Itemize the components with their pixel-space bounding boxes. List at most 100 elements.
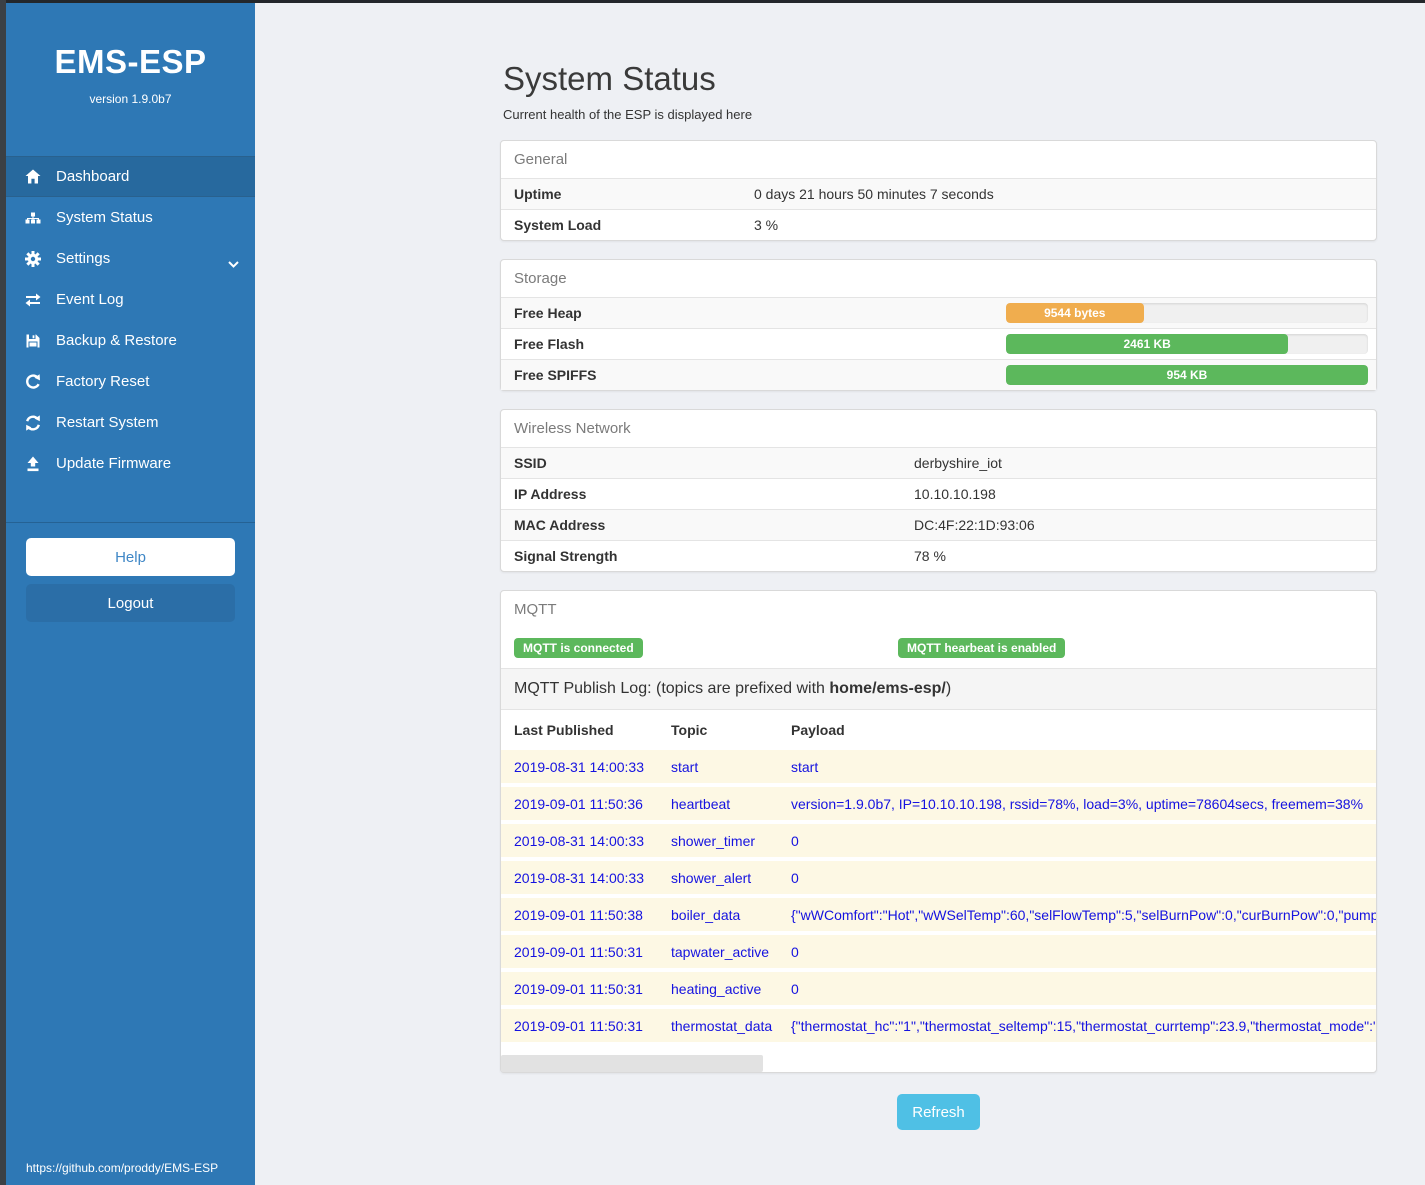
- row-value: 3 %: [754, 217, 779, 233]
- table-row: 2019-08-31 14:00:33 shower_timer 0: [501, 824, 1376, 857]
- panel-general: General Uptime 0 days 21 hours 50 minute…: [500, 140, 1377, 241]
- sidebar-item-label: System Status: [56, 209, 153, 226]
- row-free-flash: Free Flash 2461 KB: [501, 328, 1376, 359]
- help-button[interactable]: Help: [26, 538, 235, 576]
- cell-payload: 0: [791, 869, 799, 886]
- table-row: 2019-09-01 11:50:31 heating_active 0: [501, 972, 1376, 1005]
- row-free-spiffs: Free SPIFFS 954 KB: [501, 359, 1376, 390]
- cell-topic: shower_alert: [671, 869, 752, 886]
- row-ip-address: IP Address 10.10.10.198: [501, 478, 1376, 509]
- row-label: Free Heap: [514, 305, 582, 321]
- row-value: 0 days 21 hours 50 minutes 7 seconds: [754, 186, 994, 202]
- row-value: DC:4F:22:1D:93:06: [914, 517, 1035, 533]
- publish-log-suffix: ): [945, 680, 952, 697]
- row-ssid: SSID derbyshire_iot: [501, 447, 1376, 478]
- sidebar-item-label: Restart System: [56, 414, 159, 431]
- progress-track: 9544 bytes: [1006, 303, 1368, 323]
- main-area: System Status Current health of the ESP …: [255, 3, 1425, 1185]
- publish-log-topic-prefix: home/ems-esp/: [829, 680, 946, 697]
- cell-payload: 0: [791, 980, 799, 997]
- cell-topic: heating_active: [671, 980, 762, 997]
- row-signal-strength: Signal Strength 78 %: [501, 540, 1376, 571]
- mqtt-badges-row: MQTT is connected MQTT hearbeat is enabl…: [501, 628, 1376, 668]
- progress-bar: 954 KB: [1006, 365, 1368, 385]
- row-value: derbyshire_iot: [914, 455, 1002, 471]
- exchange-icon: [23, 291, 43, 309]
- cell-payload: 0: [791, 943, 799, 960]
- panel-mqtt-title: MQTT: [514, 601, 557, 618]
- sidebar-item-update-firmware[interactable]: Update Firmware: [6, 443, 255, 484]
- panel-mqtt: MQTT MQTT is connected MQTT hearbeat is …: [500, 590, 1377, 1073]
- col-payload: Payload: [791, 722, 845, 738]
- window-left-edge: [0, 0, 6, 1185]
- row-free-heap: Free Heap 9544 bytes: [501, 297, 1376, 328]
- row-label: MAC Address: [514, 517, 606, 533]
- row-value: 10.10.10.198: [914, 486, 996, 502]
- upload-icon: [23, 455, 43, 473]
- sidebar-item-factory-reset[interactable]: Factory Reset: [6, 361, 255, 402]
- sidebar-item-label: Backup & Restore: [56, 332, 177, 349]
- row-label: Signal Strength: [514, 548, 618, 564]
- cell-topic: heartbeat: [671, 795, 731, 812]
- home-icon: [23, 168, 43, 186]
- col-topic: Topic: [671, 722, 708, 738]
- cell-payload: version=1.9.0b7, IP=10.10.10.198, rssid=…: [791, 795, 1364, 812]
- save-icon: [23, 332, 43, 350]
- sync-icon: [23, 414, 43, 432]
- cell-payload: start: [791, 758, 819, 775]
- sidebar-item-label: Settings: [56, 250, 111, 267]
- table-row: 2019-08-31 14:00:33 shower_alert 0: [501, 861, 1376, 894]
- sidebar-nav: Dashboard System Status: [6, 156, 255, 484]
- row-label: IP Address: [514, 486, 587, 502]
- cell-time: 2019-09-01 11:50:31: [514, 980, 643, 997]
- cell-time: 2019-09-01 11:50:31: [514, 943, 643, 960]
- row-label: SSID: [514, 455, 547, 471]
- github-link[interactable]: https://github.com/proddy/EMS-ESP: [26, 1161, 219, 1175]
- sitemap-icon: [23, 209, 43, 227]
- cell-payload: {"wWComfort":"Hot","wWSelTemp":60,"selFl…: [791, 906, 1376, 923]
- sidebar-item-backup-restore[interactable]: Backup & Restore: [6, 320, 255, 361]
- row-mac-address: MAC Address DC:4F:22:1D:93:06: [501, 509, 1376, 540]
- cell-topic: boiler_data: [671, 906, 741, 923]
- sidebar-item-dashboard[interactable]: Dashboard: [6, 156, 255, 197]
- sidebar-item-settings[interactable]: Settings: [6, 238, 255, 279]
- publish-log-text: MQTT Publish Log: (topics are prefixed w…: [514, 680, 830, 697]
- sidebar-item-system-status[interactable]: System Status: [6, 197, 255, 238]
- sidebar-item-label: Dashboard: [56, 168, 130, 185]
- sidebar: EMS-ESP version 1.9.0b7 Dashboard System…: [6, 3, 255, 1185]
- row-label: Free Flash: [514, 336, 585, 352]
- logout-button[interactable]: Logout: [26, 584, 235, 622]
- sidebar-item-label: Event Log: [56, 291, 124, 308]
- progress-track: 954 KB: [1006, 365, 1368, 385]
- cell-payload: 0: [791, 832, 799, 849]
- panel-wireless-title: Wireless Network: [514, 420, 631, 437]
- mqtt-connected-badge: MQTT is connected: [514, 638, 643, 658]
- table-row: 2019-09-01 11:50:36 heartbeat version=1.…: [501, 787, 1376, 820]
- scrollbar-thumb[interactable]: [501, 1055, 763, 1072]
- progress-track: 2461 KB: [1006, 334, 1368, 354]
- sidebar-item-event-log[interactable]: Event Log: [6, 279, 255, 320]
- cell-time: 2019-09-01 11:50:36: [514, 795, 643, 812]
- mqtt-heartbeat-badge: MQTT hearbeat is enabled: [898, 638, 1066, 658]
- app-title: EMS-ESP: [54, 43, 207, 80]
- page-subtitle: Current health of the ESP is displayed h…: [503, 107, 753, 122]
- row-label: Uptime: [514, 186, 562, 202]
- cell-time: 2019-08-31 14:00:33: [514, 758, 644, 775]
- mqtt-publish-log-header: MQTT Publish Log: (topics are prefixed w…: [501, 668, 1376, 710]
- mqtt-table-header: Last Published Topic Payload: [501, 710, 1376, 750]
- sidebar-item-restart-system[interactable]: Restart System: [6, 402, 255, 443]
- cell-time: 2019-08-31 14:00:33: [514, 832, 644, 849]
- sidebar-item-label: Update Firmware: [56, 455, 172, 472]
- cell-topic: shower_timer: [671, 832, 756, 849]
- progress-bar: 2461 KB: [1006, 334, 1289, 354]
- page-title: System Status: [503, 60, 716, 97]
- table-row: 2019-08-31 14:00:33 start start: [501, 750, 1376, 783]
- panel-wireless-network: Wireless Network SSID derbyshire_iot IP …: [500, 409, 1377, 572]
- cell-topic: tapwater_active: [671, 943, 770, 960]
- cell-time: 2019-09-01 11:50:38: [514, 906, 643, 923]
- cell-time: 2019-09-01 11:50:31: [514, 1017, 643, 1034]
- refresh-button[interactable]: Refresh: [897, 1094, 980, 1130]
- app-version: version 1.9.0b7: [89, 92, 172, 106]
- horizontal-scrollbar: [501, 1055, 1376, 1072]
- brand: EMS-ESP version 1.9.0b7: [6, 3, 255, 106]
